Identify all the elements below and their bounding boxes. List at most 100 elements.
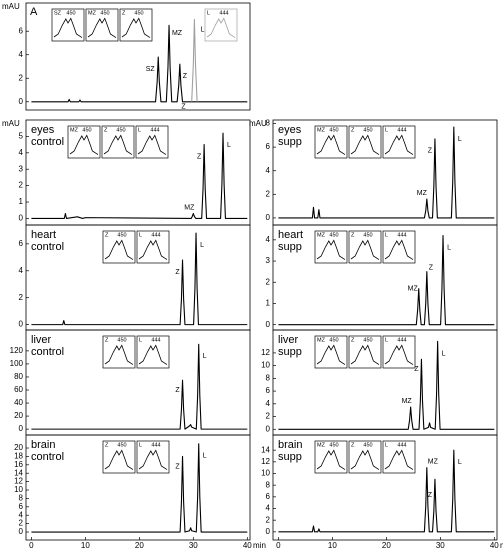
peak-label: L xyxy=(458,136,462,143)
spectrum-inset: L 444 xyxy=(136,335,170,369)
y-tick-label: 6 xyxy=(19,502,24,511)
inset-wavelength: 444 xyxy=(397,232,406,238)
y-tick-label: 6 xyxy=(19,26,24,35)
inset-label: Z xyxy=(105,232,109,238)
panel-title: heart xyxy=(31,229,56,241)
y-tick-label: 8 xyxy=(266,373,271,382)
inset-label: SZ xyxy=(54,10,62,16)
y-tick-label: 4 xyxy=(266,399,271,408)
peak-label: L xyxy=(200,26,204,33)
inset-wavelength: 444 xyxy=(397,127,406,133)
y-tick-label: 0 xyxy=(266,320,271,329)
y-tick-label: 14 xyxy=(261,445,270,454)
y-tick-label: 4 xyxy=(19,510,24,519)
peak-label: Z xyxy=(175,387,180,394)
inset-spectrum xyxy=(316,239,346,260)
peak-label: L xyxy=(447,244,451,251)
y-axis-label: mAU xyxy=(2,2,20,11)
panel-title: supp xyxy=(278,241,302,253)
inset-label: MZ xyxy=(88,10,97,16)
panel-title: eyes xyxy=(278,124,302,136)
y-tick-label: 2 xyxy=(19,181,24,190)
inset-wavelength: 444 xyxy=(151,337,160,343)
x-axis-label: min xyxy=(500,541,503,550)
y-tick-label: 12 xyxy=(261,457,270,466)
panel-frame xyxy=(272,434,498,541)
x-tick-label: 30 xyxy=(189,541,198,550)
x-tick-label: 0 xyxy=(276,541,281,550)
inset-spectrum xyxy=(138,344,168,365)
spectrum-inset: Z 450 xyxy=(101,125,135,159)
peak-label: MZ xyxy=(408,285,419,292)
y-tick-label: 80 xyxy=(14,372,23,381)
x-axis-label: min xyxy=(253,541,266,550)
inset-label: Z xyxy=(351,337,355,343)
y-tick-label: 8 xyxy=(266,480,271,489)
peak-label: Z xyxy=(175,463,180,470)
inset-wavelength: 444 xyxy=(397,442,406,448)
inset-label: L xyxy=(385,442,388,448)
peak-label: Z xyxy=(181,104,186,111)
inset-label: L xyxy=(385,232,388,238)
trace xyxy=(31,343,248,430)
spectrum-inset: Z 450 xyxy=(348,230,382,264)
y-tick-label: 2 xyxy=(19,73,24,82)
x-tick-label: 30 xyxy=(436,541,445,550)
panel-title: supp xyxy=(278,451,302,463)
inset-spectrum xyxy=(104,239,134,260)
spectrum-inset: MZ 450 xyxy=(314,440,348,474)
inset-label: Z xyxy=(351,127,355,133)
panel-title: control xyxy=(31,136,64,148)
peak-label: L xyxy=(442,350,446,357)
y-tick-label: 2 xyxy=(19,293,24,302)
spectrum-inset: L 444 xyxy=(204,8,238,42)
spectrum-inset: L 444 xyxy=(382,230,416,264)
trace xyxy=(191,18,198,102)
peak-label: Z xyxy=(429,265,434,272)
inset-frame xyxy=(382,335,416,369)
panel-title: liver xyxy=(31,334,52,346)
y-tick-label: 4 xyxy=(266,166,271,175)
inset-wavelength: 450 xyxy=(329,127,338,133)
y-tick-label: 0 xyxy=(266,213,271,222)
peak-label: MZ xyxy=(428,459,439,466)
y-tick-label: 2 xyxy=(266,515,271,524)
inset-label: L xyxy=(139,337,142,343)
inset-spectrum xyxy=(316,449,346,470)
inset-label: Z xyxy=(351,232,355,238)
y-tick-label: 20 xyxy=(14,411,23,420)
y-tick-label: 0 xyxy=(19,97,24,106)
inset-wavelength: 450 xyxy=(329,442,338,448)
inset-wavelength: 450 xyxy=(116,127,125,133)
inset-spectrum xyxy=(350,239,380,260)
inset-label: L xyxy=(385,127,388,133)
inset-spectrum xyxy=(69,134,99,155)
y-tick-label: 3 xyxy=(19,164,24,173)
panel-title: supp xyxy=(278,136,302,148)
y-axis-label: mAU xyxy=(249,119,267,128)
spectrum-inset: Z 450 xyxy=(119,8,153,42)
peak-label: Z xyxy=(197,153,202,160)
y-tick-label: 2 xyxy=(19,519,24,528)
trace xyxy=(31,24,248,103)
y-tick-label: 12 xyxy=(261,348,270,357)
y-tick-label: 10 xyxy=(261,361,270,370)
spectrum-inset: MZ 450 xyxy=(85,8,119,42)
y-tick-label: 2 xyxy=(266,189,271,198)
spectrum-inset: SZ 450 xyxy=(51,8,85,42)
y-tick-label: 4 xyxy=(19,50,24,59)
inset-wavelength: 450 xyxy=(363,127,372,133)
peak-label: Z xyxy=(414,366,419,373)
y-tick-label: 0 xyxy=(19,320,24,329)
panel-frame xyxy=(25,434,251,541)
y-tick-label: 40 xyxy=(14,398,23,407)
y-tick-label: 14 xyxy=(14,468,23,477)
inset-wavelength: 450 xyxy=(134,10,143,16)
y-tick-label: 0 xyxy=(266,424,271,433)
inset-wavelength: 450 xyxy=(363,232,372,238)
y-tick-label: 4 xyxy=(266,235,271,244)
inset-label: MZ xyxy=(317,232,326,238)
peak-label: Z xyxy=(428,148,433,155)
panel-title: brain xyxy=(278,439,302,451)
